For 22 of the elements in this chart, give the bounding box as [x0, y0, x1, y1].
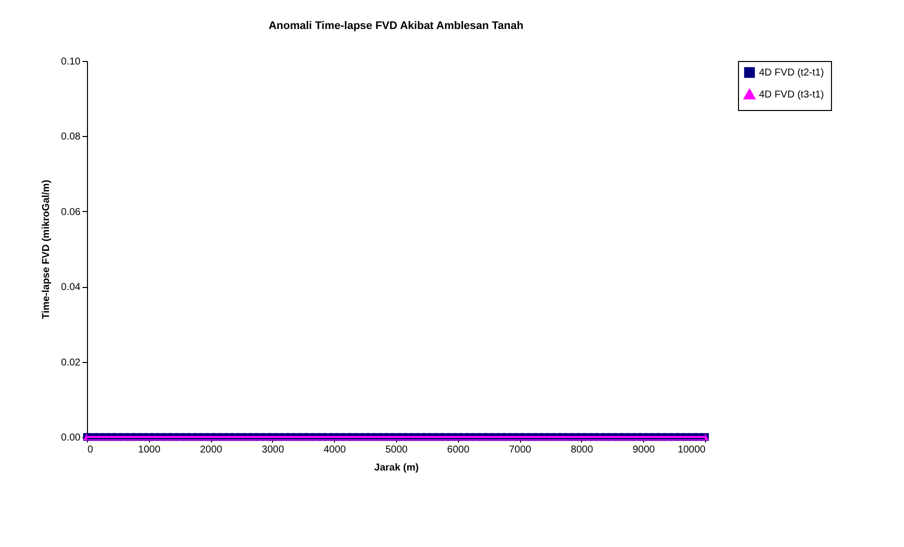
x-tick-label: 9000 [632, 444, 656, 456]
x-tick-label: 7000 [508, 444, 532, 456]
y-axis-title: Time-lapse FVD (mikroGal/m) [41, 180, 52, 320]
y-tick-label: 0.04 [61, 282, 81, 294]
x-tick-label: 8000 [570, 444, 594, 456]
legend-label: 4D FVD (t2-t1) [759, 68, 824, 78]
x-tick-label: 5000 [385, 444, 408, 456]
chart-title: Anomali Time-lapse FVD Akibat Amblesan Tanah [268, 20, 524, 32]
legend-label: 4D FVD (t3-t1) [759, 90, 824, 100]
x-tick-label: 10000 [678, 444, 706, 456]
y-tick-label: 0.00 [61, 432, 81, 444]
x-axis-title: Jarak (m) [374, 462, 419, 474]
y-tick-label: 0.02 [61, 357, 81, 368]
y-tick-label: 0.08 [61, 132, 81, 143]
x-tick-label: 2000 [200, 444, 223, 456]
x-tick-label: 0 [88, 444, 94, 456]
y-tick-label: 0.10 [61, 56, 81, 68]
y-tick-label: 0.06 [61, 206, 81, 218]
x-tick-label: 6000 [447, 444, 470, 456]
x-tick-label: 1000 [138, 444, 161, 456]
x-tick-label: 4000 [324, 444, 346, 456]
x-tick-label: 3000 [262, 444, 284, 456]
